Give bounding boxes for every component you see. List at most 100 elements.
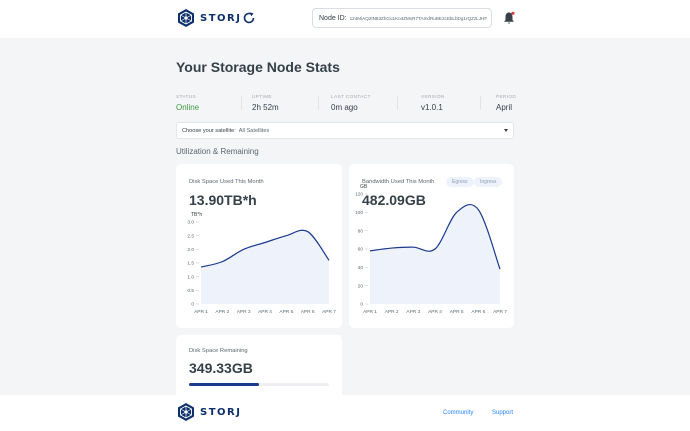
y-tick-label: 1.5 (187, 261, 194, 267)
stat-divider (318, 96, 319, 110)
stat-label: LAST CONTACT (331, 95, 371, 100)
section-title: Utilization & Remaining (176, 147, 259, 156)
y-tick-label: 1.0 (187, 274, 194, 280)
disk-remaining-progress-fill (189, 383, 259, 386)
disk-space-title: Disk Space Used This Month (189, 179, 264, 185)
status-value: Online (176, 103, 200, 112)
chart-data-point[interactable] (476, 208, 480, 212)
x-tick-label: APR 7 (493, 309, 507, 315)
disk-remaining-progress (189, 383, 329, 386)
chart-data-point[interactable] (242, 247, 246, 251)
chart-data-point[interactable] (411, 245, 415, 249)
y-tick-label: 40 (358, 265, 364, 271)
y-tick-label: 0 (360, 302, 363, 308)
stat-divider (397, 96, 398, 110)
header: STORJ Node ID: 124MiAQ2tN83ZhGu1Ko4ZMvR7… (0, 0, 690, 38)
stat-uptime: UPTIME 2h 52m (252, 95, 279, 112)
y-tick-label: 20 (358, 283, 364, 289)
chart-data-point[interactable] (368, 249, 372, 253)
notification-bell-icon[interactable] (503, 11, 515, 25)
chart-series-line (369, 203, 501, 270)
disk-remaining-card (176, 335, 342, 405)
chart-data-point[interactable] (199, 265, 203, 269)
stat-period: PERIOD April (496, 95, 516, 112)
page-title: Your Storage Node Stats (176, 59, 340, 75)
chart-data-point[interactable] (455, 210, 459, 214)
y-tick-label: 3.0 (187, 220, 194, 226)
chart-data-point[interactable] (220, 260, 224, 264)
chart-data-point[interactable] (306, 230, 310, 234)
x-tick-label: APR 1 (194, 309, 208, 315)
bandwidth-card: GB 0 20 40 60 80 100 120 APR 1 APR 2 APR 3 APR 4 APR… (349, 164, 514, 328)
satellite-select[interactable]: Choose your satellite: All Satellites (176, 122, 514, 139)
x-tick-label: APR 4 (428, 309, 442, 315)
chart-data-point[interactable] (327, 258, 331, 262)
stat-label: PERIOD (496, 95, 517, 100)
header-logo[interactable]: STORJ (176, 8, 241, 28)
stat-divider (241, 96, 242, 110)
satellite-select-value: All Satellites (238, 127, 270, 134)
chart-data-point[interactable] (284, 234, 288, 238)
node-id-field[interactable]: Node ID: 124MiAQ2tN83ZhGu1Ko4ZMvR7TAmdRu… (312, 8, 492, 28)
chart-data-point[interactable] (263, 241, 267, 245)
disk-remaining-value: 349.33GB (189, 360, 253, 376)
y-axis-unit-label: TB*h (191, 212, 202, 218)
bandwidth-value: 482.09GB (362, 192, 426, 208)
logo-text: STORJ (200, 12, 242, 24)
chart-data-point[interactable] (498, 267, 502, 271)
y-tick-label: 80 (358, 228, 364, 234)
bandwidth-title: Bandwidth Used This Month (362, 179, 435, 185)
x-tick-label: APR 7 (322, 309, 336, 315)
support-link[interactable]: Support (492, 410, 514, 416)
chart-series-line (200, 229, 330, 268)
y-tick-label: 0.5 (187, 288, 194, 294)
chevron-down-icon (504, 129, 508, 132)
last-contact-value: 0m ago (331, 103, 358, 112)
logo-text: STORJ (200, 406, 242, 418)
chart-area-fill (201, 230, 329, 304)
footer (0, 395, 690, 431)
bandwidth-chart: GB 0 20 40 60 80 100 120 APR 1 APR 2 APR 3 APR 4 APR… (355, 184, 507, 315)
y-tick-label: 120 (355, 192, 363, 198)
x-tick-label: APR 5 (450, 309, 464, 315)
community-link[interactable]: Community (443, 410, 474, 416)
version-value: v1.0.1 (421, 103, 443, 112)
chart-area-fill (370, 204, 500, 304)
stat-last-contact: LAST CONTACT 0m ago (331, 95, 371, 112)
y-tick-label: 100 (355, 210, 363, 216)
tab-egress[interactable]: Egress (446, 177, 474, 187)
stat-status: STATUS Online (176, 95, 199, 112)
y-tick-label: 0 (191, 302, 194, 308)
x-tick-label: APR 6 (471, 309, 485, 315)
node-id-value: 124MiAQ2tN83ZhGu1Ko4ZMvR7TAmdRuBE2cEbLbD… (349, 15, 488, 21)
x-tick-label: APR 2 (215, 309, 229, 315)
disk-space-card: TB*h 0 0.5 1.0 1.5 2.0 2.5 3.0 APR 1 APR 2 APR 3 AP… (176, 164, 342, 328)
tab-ingress[interactable]: Ingress (474, 177, 503, 187)
refresh-icon[interactable] (242, 11, 256, 25)
disk-space-chart: TB*h 0 0.5 1.0 1.5 2.0 2.5 3.0 APR 1 APR 2 APR 3 AP… (187, 212, 336, 315)
stat-label: UPTIME (252, 95, 272, 100)
chart-data-point[interactable] (390, 246, 394, 250)
stat-label: STATUS (176, 95, 197, 100)
footer-logo[interactable]: STORJ (176, 402, 241, 422)
satellite-select-label: Choose your satellite: (182, 127, 236, 134)
stat-version: VERSION v1.0.1 (421, 95, 445, 112)
disk-remaining-title: Disk Space Remaining (189, 348, 248, 354)
x-tick-label: APR 2 (385, 309, 399, 315)
x-tick-label: APR 6 (301, 309, 315, 315)
stat-label: VERSION (421, 95, 445, 100)
storj-logo-icon (178, 403, 194, 421)
disk-space-value: 13.90TB*h (189, 192, 257, 208)
x-tick-label: APR 5 (279, 309, 293, 315)
x-tick-label: APR 1 (363, 309, 377, 315)
storj-logo-icon (178, 9, 194, 27)
x-tick-label: APR 4 (258, 309, 272, 315)
uptime-value: 2h 52m (252, 103, 279, 112)
node-id-label: Node ID: (319, 14, 347, 22)
y-tick-label: 2.5 (187, 233, 194, 239)
x-tick-label: APR 3 (237, 309, 251, 315)
y-axis-unit-label: GB (360, 184, 368, 190)
period-value: April (496, 103, 513, 112)
chart-data-point[interactable] (433, 247, 437, 251)
x-tick-label: APR 3 (406, 309, 420, 315)
